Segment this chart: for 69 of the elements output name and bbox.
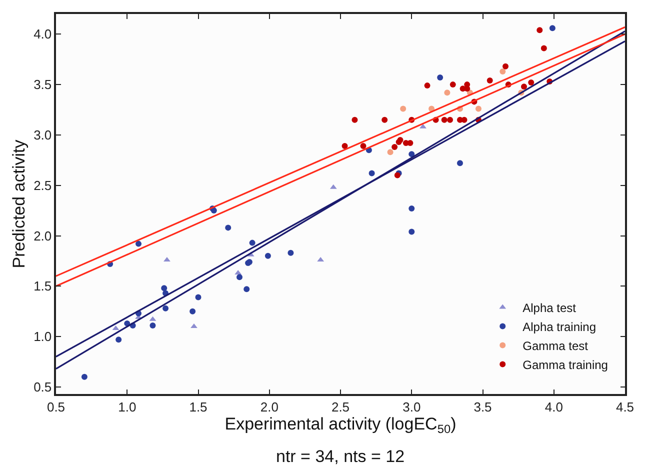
point [161,285,168,292]
x-tick-label: 3.5 [474,399,492,414]
y-tick-label: 1.0 [34,329,52,344]
point [437,74,444,80]
point [536,27,543,34]
point [387,149,394,156]
point [521,84,527,90]
point [244,286,250,292]
y-tick-label: 4.0 [34,26,52,42]
point [420,124,426,128]
point [528,80,534,86]
point [116,336,122,343]
point [408,151,415,158]
point [382,116,388,123]
point [190,323,198,328]
y-tick-label: 3.0 [34,128,52,142]
point [264,252,271,259]
y-tick-label: 2.0 [34,228,52,244]
point [450,82,456,88]
legend-label: Gamma test [522,338,589,353]
y-tick-label: 1.5 [34,278,52,294]
point [81,374,88,380]
point [486,78,493,84]
point [164,256,170,262]
point [441,116,448,123]
point [360,143,366,150]
point [190,308,196,314]
x-axis-title: Experimental activity (logEC$_{50}$) [224,414,456,436]
point [540,45,547,52]
point [408,228,415,235]
point [368,170,375,176]
y-axis-title: Predicted activity [10,139,29,268]
x-tick-label: 0.5 [46,399,66,414]
point [288,250,294,256]
x-tick-label: 4.0 [544,399,563,414]
point [136,240,142,247]
point [352,116,358,123]
y-tick-label: 0.5 [34,379,52,394]
x-tick-label: 1.5 [189,399,208,414]
point [456,160,463,166]
point [447,116,454,123]
point [475,106,482,112]
point [195,294,202,300]
y-tick-label: 3.5 [34,77,52,92]
point [549,25,556,32]
point [502,63,509,70]
point [342,143,348,150]
point [444,90,450,96]
x-tick-label: 3.0 [402,399,421,414]
legend-label: Gamma training [522,358,608,372]
y-tick-label: 2.5 [34,178,52,193]
point [400,106,406,112]
point [392,144,398,150]
point [397,136,404,143]
point [249,240,256,246]
legend-label: Alpha training [522,320,596,334]
x-tick-label: 2.0 [260,399,278,414]
point [408,206,415,212]
x-tick-label: 1.0 [118,399,136,414]
x-tick-label: 2.5 [331,399,350,414]
point [500,68,506,74]
point [236,274,242,280]
text: ntr = 34, nts = 12 [276,447,405,466]
point [424,82,430,89]
point [225,224,232,231]
legend-label: Alpha test [522,300,577,315]
point [150,322,156,328]
x-tick-label: 4.5 [616,399,634,414]
point [162,305,169,312]
